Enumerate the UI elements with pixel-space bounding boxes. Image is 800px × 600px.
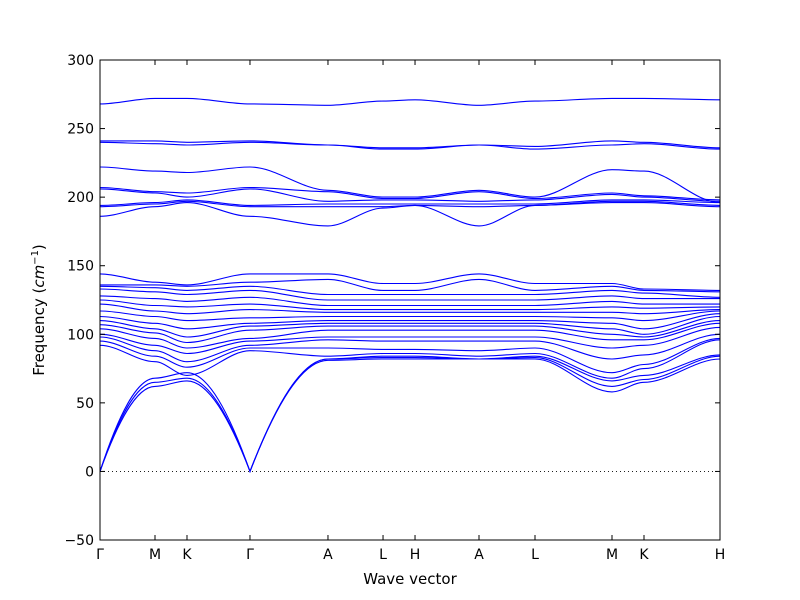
band-line — [99, 299, 721, 311]
band-line — [99, 313, 721, 330]
x-tick-label: Γ — [246, 547, 254, 563]
band-line — [99, 303, 721, 315]
x-tick-label: M — [149, 547, 161, 563]
band-line — [99, 354, 721, 473]
band-line — [99, 273, 721, 291]
y-tick-label: 50 — [76, 396, 94, 412]
band-line — [99, 186, 721, 201]
band-line — [99, 310, 721, 322]
x-tick-label: K — [639, 547, 649, 563]
plot-frame — [99, 59, 721, 541]
x-tick-label: A — [323, 547, 333, 563]
x-tick-label: Γ — [96, 547, 104, 563]
band-line — [99, 199, 721, 206]
band-line — [99, 339, 721, 379]
band-line — [99, 337, 721, 374]
band-line — [99, 141, 721, 150]
y-tick-label: 0 — [85, 464, 94, 480]
band-line — [99, 358, 721, 473]
band-line — [99, 166, 721, 204]
x-tick-label: L — [531, 547, 539, 563]
band-line — [99, 288, 720, 301]
band-line — [99, 97, 721, 106]
y-axis-ticks: −50 0 50 100 150 200 250 300 — [64, 53, 720, 549]
band-line — [99, 285, 721, 298]
band-line — [99, 326, 721, 355]
band-line — [99, 320, 721, 344]
x-tick-label: L — [379, 547, 387, 563]
band-lines — [99, 97, 721, 473]
band-line — [99, 333, 721, 363]
y-axis-label-unit: cm — [30, 265, 48, 288]
band-line — [99, 200, 721, 208]
y-tick-label: 300 — [67, 53, 94, 69]
band-line — [99, 355, 721, 473]
x-tick-label: A — [474, 547, 484, 563]
band-line — [100, 278, 721, 293]
band-line — [99, 322, 721, 349]
y-axis-label-exponent: −1 — [30, 250, 41, 265]
x-tick-label: H — [715, 547, 726, 563]
y-tick-label: 150 — [67, 259, 94, 275]
band-line — [99, 188, 721, 202]
y-tick-label: 250 — [67, 122, 94, 138]
y-axis-label-close: ) — [30, 244, 48, 250]
y-tick-label: 200 — [67, 190, 94, 206]
y-axis-label: Frequency (cm−1) — [30, 244, 48, 376]
x-tick-label: M — [606, 547, 618, 563]
x-axis-label: Wave vector — [363, 570, 457, 588]
band-line — [99, 295, 720, 307]
y-tick-label: −50 — [64, 533, 94, 549]
x-tick-label: H — [410, 547, 421, 563]
band-line — [99, 315, 721, 338]
y-axis-label-text: Frequency ( — [30, 288, 48, 376]
band-line — [100, 140, 721, 149]
x-tick-label: K — [182, 547, 192, 563]
y-tick-label: 100 — [67, 327, 94, 343]
